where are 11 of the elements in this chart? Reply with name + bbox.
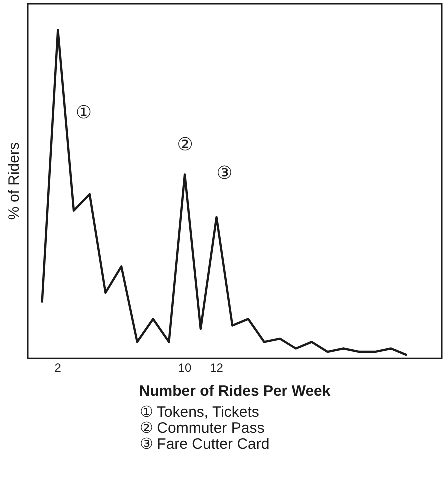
text: ③ Fare Cutter Card <box>140 436 271 453</box>
text: ② Commuter Pass <box>140 420 266 437</box>
y-axis-title: % of Riders <box>6 142 24 220</box>
x-tick-label: 12 <box>210 361 224 376</box>
annotation: ① <box>76 102 92 124</box>
x-axis-title: Number of Rides Per Week <box>139 383 332 400</box>
text: ① Tokens, Tickets <box>140 404 260 421</box>
annotation: ③ <box>216 162 233 184</box>
annotation: ② <box>177 134 194 156</box>
x-tick-label: 10 <box>178 361 192 376</box>
x-tick-label: 2 <box>54 361 62 376</box>
